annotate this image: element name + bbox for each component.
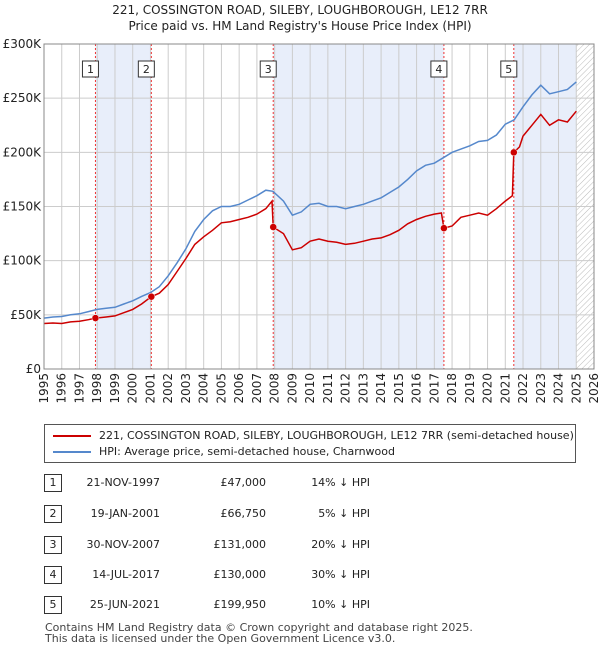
price-chart: 1 2 3 4 5 £0 £50K £100K £150K £200K £250K £300K 199… — [3, 37, 600, 404]
x-tick-label: 2012 — [339, 373, 353, 404]
sale-point — [269, 223, 277, 231]
transaction-price: £66,750 — [220, 507, 267, 520]
sale-point — [91, 314, 100, 322]
x-tick-label: 2013 — [356, 373, 370, 404]
transaction-number: 3 — [44, 536, 62, 554]
transaction-date: 21-NOV-1997 — [86, 476, 160, 489]
x-tick-label: 2008 — [268, 373, 282, 404]
x-tick-label: 2000 — [126, 373, 140, 404]
x-tick-label: 2009 — [285, 373, 299, 404]
sale-marker-box — [500, 60, 518, 78]
sale-marker-box — [259, 60, 277, 78]
x-tick-label: 2024 — [552, 373, 566, 404]
x-tick-label: 2005 — [214, 373, 228, 404]
x-tick-label: 2019 — [463, 373, 477, 404]
x-tick-label: 2020 — [481, 373, 495, 404]
legend-label-hpi: HPI: Average price, semi-detached house,… — [99, 445, 395, 458]
transaction-hpi: 20% ↓ HPI — [311, 538, 370, 551]
table-row: 4 14-JUL-2017 £130,000 30% ↓ HPI — [0, 566, 600, 586]
x-tick-label: 2002 — [161, 373, 175, 404]
table-row: 5 25-JUN-2021 £199,950 10% ↓ HPI — [0, 596, 600, 616]
x-tick-label: 2015 — [392, 373, 406, 404]
sale-marker-box — [137, 60, 155, 78]
transaction-hpi: 30% ↓ HPI — [311, 568, 370, 581]
chart-subtitle: Price paid vs. HM Land Registry's House … — [128, 19, 472, 33]
sale-point — [510, 148, 518, 157]
transaction-hpi: 10% ↓ HPI — [311, 598, 370, 611]
x-tick-label: 1999 — [108, 373, 122, 404]
x-tick-label: 1997 — [72, 373, 86, 404]
transaction-date: 14-JUL-2017 — [92, 568, 160, 581]
chart-legend: 221, COSSINGTON ROAD, SILEBY, LOUGHBOROU… — [44, 424, 576, 463]
x-tick-label: 2001 — [143, 373, 157, 404]
table-row: 1 21-NOV-1997 £47,000 14% ↓ HPI — [0, 474, 600, 494]
transaction-date: 30-NOV-2007 — [86, 538, 160, 551]
x-tick-label: 2016 — [410, 373, 424, 404]
x-tick-label: 2007 — [250, 373, 264, 404]
y-tick-label: £150K — [3, 200, 43, 214]
sale-point — [147, 292, 156, 301]
x-tick-label: 2010 — [303, 373, 317, 404]
footer-copyright: Contains HM Land Registry data © Crown c… — [45, 621, 473, 634]
sale-marker-box — [81, 60, 99, 78]
x-tick-label: 1998 — [90, 373, 104, 404]
sale-marker-label: 4 — [435, 63, 442, 76]
y-tick-label: £200K — [3, 145, 43, 159]
x-tick-label: 2025 — [569, 373, 583, 404]
x-tick-label: 2023 — [534, 373, 548, 404]
transaction-hpi: 5% ↓ HPI — [318, 507, 370, 520]
chart-title: 221, COSSINGTON ROAD, SILEBY, LOUGHBOROU… — [112, 3, 488, 17]
transaction-number: 1 — [44, 474, 62, 492]
x-tick-label: 2003 — [179, 373, 193, 404]
x-tick-label: 1995 — [37, 373, 51, 404]
y-tick-label: £300K — [3, 37, 43, 51]
table-row: 2 19-JAN-2001 £66,750 5% ↓ HPI — [0, 505, 600, 525]
y-tick-label: £0 — [26, 362, 41, 376]
y-tick-label: £250K — [3, 91, 43, 105]
transaction-date: 25-JUN-2021 — [89, 598, 160, 611]
property-price-line — [43, 110, 577, 325]
sale-marker-label: 2 — [143, 63, 150, 76]
legend-swatch-hpi — [53, 451, 91, 453]
legend-swatch-property — [53, 435, 91, 437]
transaction-price: £131,000 — [213, 538, 267, 551]
sale-point — [440, 224, 448, 232]
sale-marker-label: 3 — [265, 63, 272, 76]
transaction-price: £199,950 — [213, 598, 267, 611]
footer-licence: This data is licensed under the Open Gov… — [45, 632, 396, 645]
legend-label-property: 221, COSSINGTON ROAD, SILEBY, LOUGHBOROU… — [99, 429, 574, 442]
x-tick-label: 2026 — [587, 373, 600, 404]
y-tick-label: £50K — [10, 308, 42, 322]
hpi-line — [43, 81, 577, 319]
transaction-number: 2 — [44, 505, 62, 523]
transaction-price: £47,000 — [220, 476, 267, 489]
sale-marker-label: 5 — [505, 63, 512, 76]
transaction-number: 4 — [44, 566, 62, 584]
x-tick-label: 2004 — [197, 373, 211, 404]
x-tick-label: 2021 — [498, 373, 512, 404]
sale-marker-label: 1 — [87, 63, 94, 76]
transaction-date: 19-JAN-2001 — [90, 507, 160, 520]
transaction-hpi: 14% ↓ HPI — [311, 476, 370, 489]
x-tick-label: 2022 — [516, 373, 530, 404]
x-tick-label: 2011 — [321, 373, 335, 404]
x-tick-label: 2017 — [427, 373, 441, 404]
transaction-price: £130,000 — [213, 568, 267, 581]
x-tick-label: 2006 — [232, 373, 246, 404]
sale-marker-box — [430, 60, 448, 78]
x-tick-label: 2014 — [374, 373, 388, 404]
transaction-number: 5 — [44, 596, 62, 614]
x-tick-label: 2018 — [445, 373, 459, 404]
x-tick-label: 1996 — [55, 373, 69, 404]
table-row: 3 30-NOV-2007 £131,000 20% ↓ HPI — [0, 536, 600, 556]
plot-frame — [43, 43, 595, 370]
y-tick-label: £100K — [3, 254, 43, 268]
